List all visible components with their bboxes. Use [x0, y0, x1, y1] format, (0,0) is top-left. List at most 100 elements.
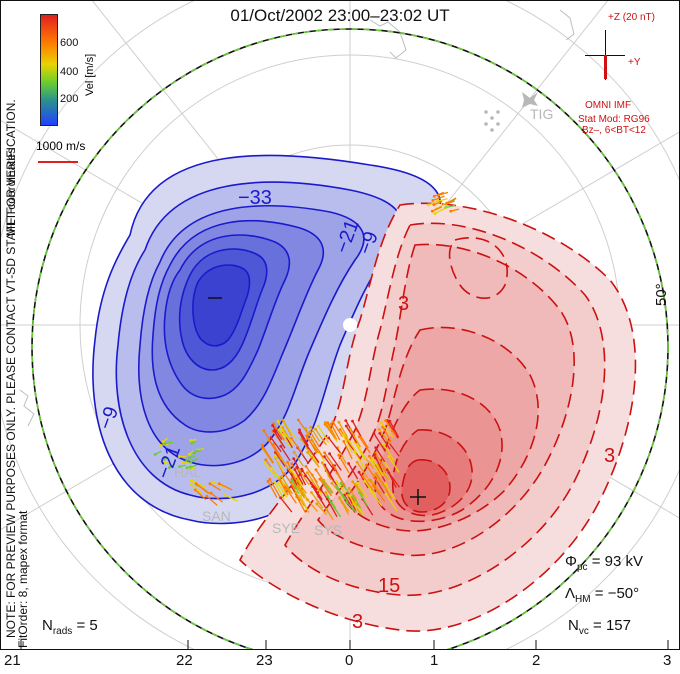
station-sys: SYS: [314, 522, 343, 538]
vector-origin-dot: [373, 453, 376, 456]
velocity-vector: [385, 493, 398, 512]
velocity-vector: [209, 483, 222, 491]
mlt-tick-1: 1: [430, 652, 439, 669]
velocity-vector: [310, 492, 324, 509]
velocity-vector: [389, 420, 400, 438]
vector-origin-dot: [352, 450, 356, 454]
velocity-vector: [274, 452, 286, 467]
vector-origin-dot: [427, 203, 430, 207]
vector-origin-dot: [262, 429, 266, 432]
vector-origin-dot: [367, 454, 371, 458]
velocity-vector: [379, 433, 391, 450]
velocity-vector: [434, 207, 447, 215]
colorbar-tick-400: 400: [60, 66, 79, 78]
vector-origin-dot: [369, 489, 373, 493]
velocity-vector: [382, 443, 395, 462]
velocity-vector: [370, 490, 383, 507]
vector-origin-dot: [205, 494, 209, 498]
velocity-vector: [378, 429, 391, 444]
mlt-tick-21: 21: [4, 652, 21, 669]
contour-label-pos-3-top: 3: [398, 293, 409, 315]
fit-order-label: FitOrder: 8, mapex format: [16, 510, 30, 648]
vector-origin-dot: [433, 212, 437, 216]
velocity-vector: [316, 503, 327, 516]
vector-origin-dot: [355, 460, 359, 464]
velocity-vector: [300, 439, 313, 455]
vector-origin-dot: [189, 439, 193, 442]
velocity-vector: [291, 480, 300, 495]
vector-origin-dot: [192, 451, 196, 455]
velocity-vector: [295, 492, 305, 507]
vector-origin-dot: [374, 446, 378, 449]
vector-origin-dot: [162, 458, 165, 461]
vector-origin-dot: [431, 199, 435, 202]
vector-origin-dot: [295, 465, 299, 469]
vector-origin-dot: [370, 459, 373, 462]
velocity-vector: [387, 440, 400, 457]
velocity-vector: [375, 447, 386, 463]
vector-origin-dot: [306, 471, 309, 475]
vector-origin-dot: [305, 434, 309, 438]
velocity-vector: [445, 204, 456, 209]
vector-origin-dot: [306, 450, 309, 454]
velocity-vector: [355, 484, 364, 495]
velocity-vector: [321, 462, 332, 481]
velocity-vector: [323, 456, 336, 472]
negative-convection-cell: [92, 154, 441, 525]
vector-origin-dot: [357, 435, 361, 439]
vector-origin-dot: [339, 481, 343, 485]
velocity-vector: [282, 419, 292, 437]
vector-origin-dot: [384, 482, 387, 486]
vector-origin-dot: [298, 428, 301, 432]
vector-origin-dot: [296, 418, 300, 422]
vector-origin-dot: [298, 431, 301, 434]
velocity-vector: [284, 486, 297, 504]
mlt-tick-3: 3: [663, 652, 672, 669]
velocity-vector: [306, 499, 318, 512]
vector-origin-dot: [335, 480, 338, 484]
velocity-vector: [433, 191, 444, 197]
vector-origin-dot: [325, 497, 329, 501]
vector-origin-dot: [320, 461, 324, 465]
vector-origin-dot: [272, 429, 276, 433]
velocity-vector: [309, 431, 320, 448]
imf-y-label: +Y: [628, 57, 641, 68]
velocity-vector: [263, 430, 275, 448]
vector-origin-dot: [161, 440, 165, 443]
velocity-vector: [336, 487, 348, 501]
velocity-vector: [280, 457, 292, 474]
vector-origin-dot: [319, 487, 323, 491]
vector-origin-dot: [295, 479, 299, 482]
vector-origin-dot: [286, 460, 289, 464]
velocity-vector: [355, 441, 367, 461]
velocity-vector: [319, 478, 333, 497]
vector-origin-dot: [270, 466, 274, 470]
pole-dot: [343, 318, 357, 332]
velocity-vector: [343, 441, 353, 460]
velocity-vector: [432, 206, 442, 212]
vector-origin-dot: [337, 453, 341, 457]
velocity-vector: [386, 469, 397, 488]
velocity-vector: [388, 456, 400, 473]
stat-nvc: Nvc = 157: [568, 617, 631, 637]
vector-origin-dot: [330, 481, 334, 485]
vector-origin-dot: [278, 478, 282, 482]
velocity-vector: [315, 428, 327, 446]
vector-origin-dot: [310, 491, 313, 494]
contour-label-pos-3-right: 3: [604, 445, 615, 467]
velocity-vector: [195, 483, 211, 495]
velocity-vector: [374, 452, 387, 471]
vector-origin-dot: [372, 484, 376, 488]
vector-origin-dot: [351, 480, 355, 484]
vector-origin-dot: [387, 455, 391, 458]
vector-origin-dot: [335, 471, 339, 475]
velocity-vector: [340, 482, 351, 495]
vector-origin-dot: [372, 432, 376, 435]
mlt-tick-marks: [20, 640, 669, 650]
stat-phi-pc: Φpc = 93 kV: [565, 553, 643, 573]
velocity-vector: [293, 451, 304, 467]
velocity-vector: [287, 469, 298, 486]
imf-scale-label: +Z (20 nT): [608, 12, 655, 23]
velocity-vector: [351, 420, 362, 437]
vector-origin-dot: [377, 428, 381, 431]
